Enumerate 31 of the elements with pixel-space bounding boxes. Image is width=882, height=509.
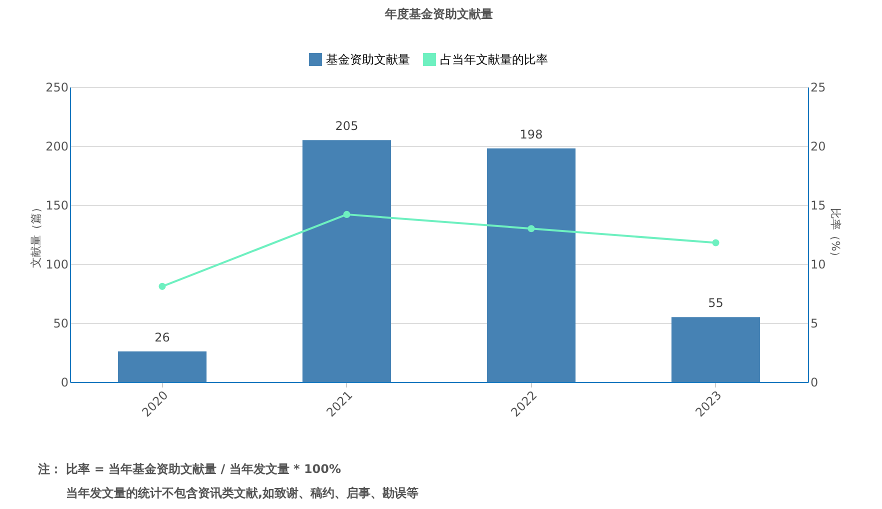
bar <box>302 140 392 382</box>
y2-tick-label: 25 <box>810 80 826 94</box>
y2-tick-label: 5 <box>810 316 818 330</box>
chart-title: 年度基金资助文献量 <box>384 7 493 21</box>
bar <box>486 148 576 382</box>
y-tick-label: 100 <box>46 258 68 272</box>
data-label: 205 <box>335 119 358 134</box>
y-axis-title: 文献量（篇） <box>30 202 43 268</box>
point <box>343 210 350 218</box>
y-tick-label: 0 <box>60 376 68 390</box>
point <box>528 225 535 232</box>
point <box>712 239 720 246</box>
data-label: 55 <box>708 296 724 310</box>
data-label: 198 <box>520 127 543 142</box>
data-label: 26 <box>154 330 170 344</box>
point <box>158 282 166 290</box>
y2-tick-label: 0 <box>810 376 818 390</box>
text: 注： 比率 = 当年基金资助文献量 / 当年发文量 * 100% <box>37 462 342 476</box>
bar <box>671 317 760 382</box>
y2-axis-title: 比率（%） <box>828 208 842 262</box>
y-tick-label: 50 <box>53 316 68 330</box>
legend-label: 基金资助文献量 <box>326 52 410 67</box>
y2-tick-label: 20 <box>810 140 826 154</box>
y2-tick-label: 15 <box>810 198 826 212</box>
y-tick-label: 150 <box>46 198 68 212</box>
legend-label: 占当年文献量的比率 <box>440 52 548 67</box>
text: 当年发文量的统计不包含资讯类文献,如致谢、稿约、启事、勘误等 <box>66 486 419 500</box>
y2-tick-label: 10 <box>810 258 826 272</box>
bar <box>118 351 207 382</box>
y-tick-label: 250 <box>46 80 68 94</box>
y-tick-label: 200 <box>46 140 68 154</box>
